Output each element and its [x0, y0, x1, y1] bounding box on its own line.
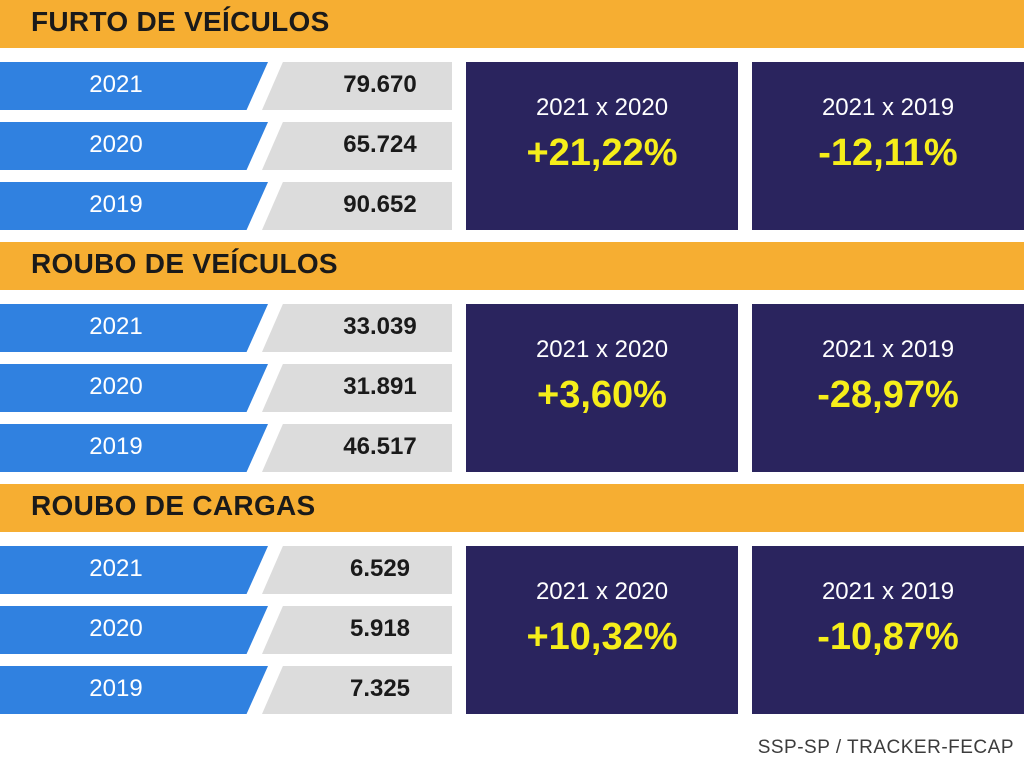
data-row: 2020 5.918 [0, 606, 452, 654]
source-credit: SSP-SP / TRACKER-FECAP [757, 737, 1014, 758]
comparison-value: +3,60% [537, 374, 667, 416]
comparison-label: 2021 x 2019 [821, 578, 955, 605]
section-roubo-de-veiculos: ROUBO DE VEÍCULOS 2021 33.039 2020 31.89… [0, 242, 1024, 484]
year-label: 2021 [89, 555, 143, 582]
value-cell: 5.918 [262, 606, 452, 654]
data-row: 2020 31.891 [0, 364, 452, 412]
section-title: ROUBO DE CARGAS [31, 490, 316, 521]
data-row: 2020 65.724 [0, 122, 452, 170]
comparison-value: -28,97% [817, 374, 959, 416]
section-furto-de-veiculos: FURTO DE VEÍCULOS 2021 79.670 2020 65.72… [0, 0, 1024, 242]
value-label: 65.724 [343, 131, 417, 158]
value-cell: 46.517 [262, 424, 452, 472]
year-cell: 2020 [0, 122, 268, 170]
comparison-label: 2021 x 2020 [535, 578, 669, 605]
value-label: 5.918 [349, 615, 411, 642]
year-label: 2020 [89, 131, 143, 158]
value-cell: 31.891 [262, 364, 452, 412]
value-label: 90.652 [343, 191, 417, 218]
section-header: ROUBO DE CARGAS [0, 484, 1024, 532]
year-label: 2021 [89, 313, 143, 340]
value-label: 6.529 [349, 555, 411, 582]
year-label: 2019 [89, 675, 143, 702]
section-header: FURTO DE VEÍCULOS [0, 0, 1024, 48]
value-label: 33.039 [343, 313, 417, 340]
section-header: ROUBO DE VEÍCULOS [0, 242, 1024, 290]
year-cell: 2021 [0, 62, 268, 110]
data-row: 2019 7.325 [0, 666, 452, 714]
comparison-label: 2021 x 2019 [821, 336, 955, 363]
data-row: 2021 79.670 [0, 62, 452, 110]
comparison-box-2021-vs-2019: 2021 x 2019 -12,11% [752, 62, 1024, 230]
value-cell: 90.652 [262, 182, 452, 230]
year-cell: 2020 [0, 606, 268, 654]
comparison-value: -12,11% [818, 132, 958, 174]
comparison-value: +10,32% [526, 616, 678, 658]
value-label: 7.325 [349, 675, 411, 702]
value-label: 79.670 [343, 71, 417, 98]
value-cell: 7.325 [262, 666, 452, 714]
section-title: FURTO DE VEÍCULOS [31, 6, 330, 37]
comparison-value: -10,87% [817, 616, 959, 658]
value-cell: 79.670 [262, 62, 452, 110]
year-cell: 2019 [0, 424, 268, 472]
value-cell: 33.039 [262, 304, 452, 352]
data-row: 2021 6.529 [0, 546, 452, 594]
year-cell: 2019 [0, 182, 268, 230]
section-roubo-de-cargas: ROUBO DE CARGAS 2021 6.529 2020 5.918 20… [0, 484, 1024, 726]
comparison-box-2021-vs-2020: 2021 x 2020 +3,60% [466, 304, 738, 472]
year-label: 2019 [89, 191, 143, 218]
comparison-box-2021-vs-2019: 2021 x 2019 -10,87% [752, 546, 1024, 714]
comparison-value: +21,22% [526, 132, 678, 174]
value-cell: 65.724 [262, 122, 452, 170]
year-cell: 2019 [0, 666, 268, 714]
value-label: 31.891 [343, 373, 417, 400]
comparison-label: 2021 x 2020 [535, 94, 669, 121]
section-title: ROUBO DE VEÍCULOS [31, 248, 338, 279]
year-cell: 2020 [0, 364, 268, 412]
year-label: 2021 [89, 71, 143, 98]
data-row: 2019 90.652 [0, 182, 452, 230]
value-label: 46.517 [343, 433, 417, 460]
data-row: 2019 46.517 [0, 424, 452, 472]
comparison-box-2021-vs-2020: 2021 x 2020 +10,32% [466, 546, 738, 714]
comparison-label: 2021 x 2019 [821, 94, 955, 121]
year-cell: 2021 [0, 304, 268, 352]
data-row: 2021 33.039 [0, 304, 452, 352]
comparison-box-2021-vs-2019: 2021 x 2019 -28,97% [752, 304, 1024, 472]
year-label: 2020 [89, 373, 143, 400]
value-cell: 6.529 [262, 546, 452, 594]
comparison-box-2021-vs-2020: 2021 x 2020 +21,22% [466, 62, 738, 230]
year-cell: 2021 [0, 546, 268, 594]
comparison-label: 2021 x 2020 [535, 336, 669, 363]
year-label: 2019 [89, 433, 143, 460]
year-label: 2020 [89, 615, 143, 642]
